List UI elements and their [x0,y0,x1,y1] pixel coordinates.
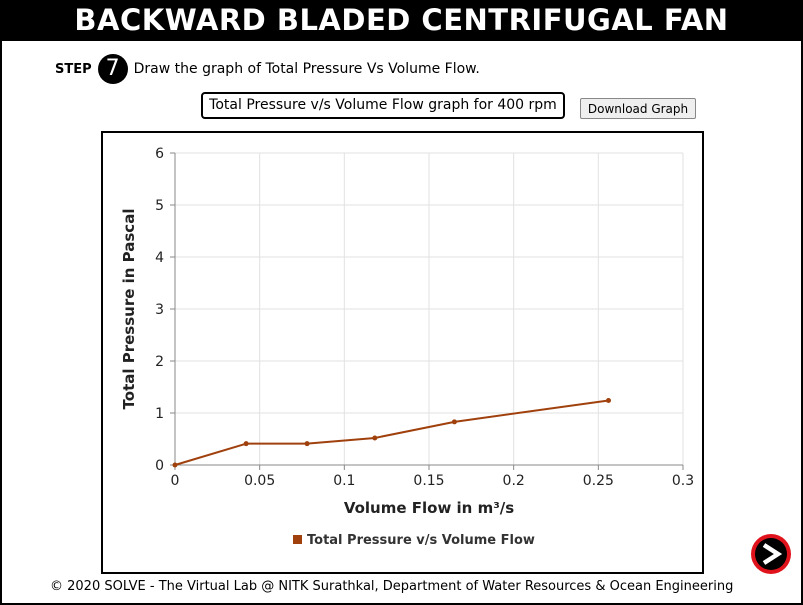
y-tick-label: 3 [155,302,164,318]
x-axis-title: Volume Flow in m³/s [344,499,514,517]
y-tick-label: 4 [155,250,164,266]
graph-caption: Total Pressure v/s Volume Flow graph for… [201,92,565,119]
data-point [243,441,249,447]
x-tick-label: 0.2 [503,473,525,489]
legend-label: Total Pressure v/s Volume Flow [307,533,535,548]
total-pressure-chart: 0 0.05 0.1 0.15 0.2 0.25 0.3 0 1 2 3 4 5 6 Volume Flow… [120,146,694,548]
download-graph-button[interactable]: Download Graph [580,98,696,119]
step-row: STEP 7 Draw the graph of Total Pressure … [55,54,480,84]
data-point [172,462,178,468]
data-point [605,398,611,404]
x-tick-label: 0.3 [672,473,694,489]
series-line [174,399,609,466]
x-tick-label: 0.05 [244,473,275,489]
y-tick-label: 6 [155,146,164,162]
footer-text: © 2020 SOLVE - The Virtual Lab @ NITK Su… [50,579,734,594]
data-point [304,441,310,447]
y-tick-label: 0 [155,458,164,474]
y-axis-title: Total Pressure in Pascal [120,209,138,410]
y-tick-label: 5 [155,198,164,214]
x-tick-label: 0.1 [333,473,355,489]
data-point [372,435,378,441]
y-tick-label: 2 [155,354,164,370]
page-title: BACKWARD BLADED CENTRIFUGAL FAN [0,0,803,41]
next-button[interactable] [751,534,791,574]
next-button-inner [755,538,787,570]
y-tick-label: 1 [155,406,164,422]
legend-swatch [293,535,302,544]
x-tick-label: 0.25 [583,473,614,489]
step-number-badge: 7 [97,54,128,84]
arrow-right-icon [762,543,783,565]
step-label: STEP [55,61,92,77]
step-instruction: Draw the graph of Total Pressure Vs Volu… [133,61,480,77]
chart-container: 0 0.05 0.1 0.15 0.2 0.25 0.3 0 1 2 3 4 5 6 Volume Flow… [101,131,704,574]
x-tick-label: 0 [171,473,180,489]
x-tick-label: 0.15 [413,473,444,489]
data-point [451,419,457,425]
